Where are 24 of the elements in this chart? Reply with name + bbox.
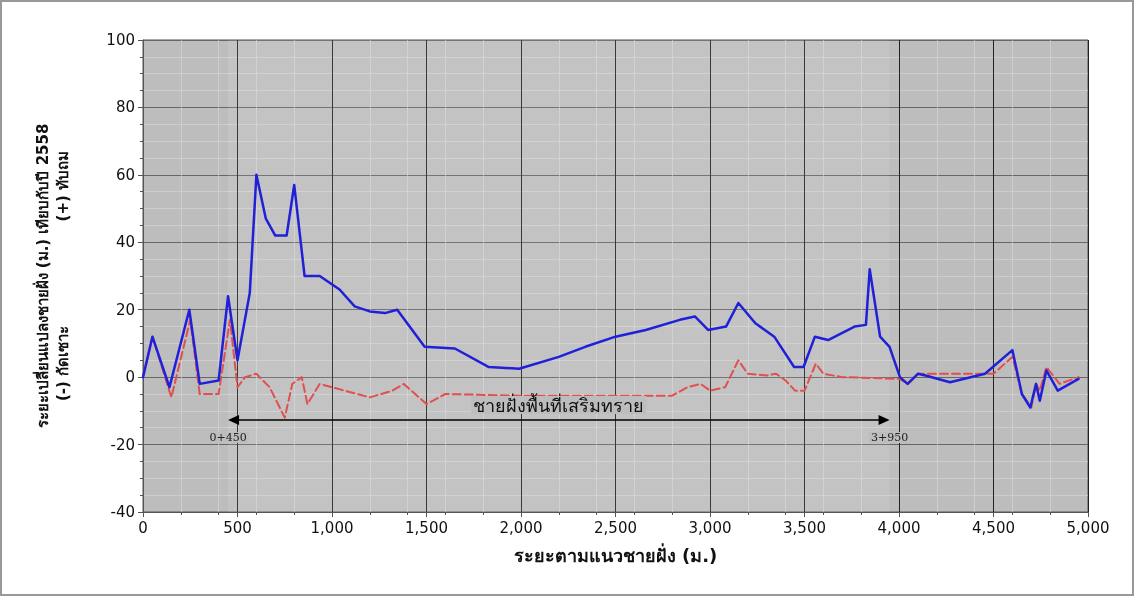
x-tick-label: 4,000 [877, 518, 921, 537]
y-tick-label: 60 [115, 165, 135, 184]
y-tick-label: 80 [115, 98, 135, 117]
x-tick-label: 3,000 [688, 518, 732, 537]
x-tick-label: 3,500 [783, 518, 826, 537]
y-axis-title: ระยะเปลี่ยนแปลงชายฝั่ง (ม.) เทียบกับปี 2558 (-) กัดเซาะ (+) ทับถม [32, 123, 72, 429]
x-tick-label: 500 [223, 518, 252, 537]
y-tick-label: 40 [115, 233, 135, 252]
y-tick-label: 20 [115, 300, 135, 319]
y-tick-label: 100 [106, 31, 135, 49]
x-tick-label: 1,000 [310, 518, 354, 537]
x-tick-label: 5,000 [1066, 518, 1110, 537]
x-tick-label: 4,500 [972, 518, 1015, 537]
x-tick-label: 2,500 [594, 518, 637, 537]
x-axis-title: ระยะตามแนวชายฝั่ง (ม.) [513, 542, 718, 566]
x-tick-label: 2,000 [499, 518, 543, 537]
annotation: 0+450 [209, 431, 247, 444]
y-tick-label: -20 [110, 435, 135, 454]
y-tick-label: -40 [110, 503, 135, 521]
y-tick-label: 0 [125, 368, 135, 387]
x-tick-label: 0 [138, 518, 148, 537]
annotation: 3+950 [870, 431, 909, 444]
x-tick-label: 1,500 [405, 518, 448, 537]
band-label: ชายฝั่งพื้นที่เสริมทราย [473, 392, 645, 416]
